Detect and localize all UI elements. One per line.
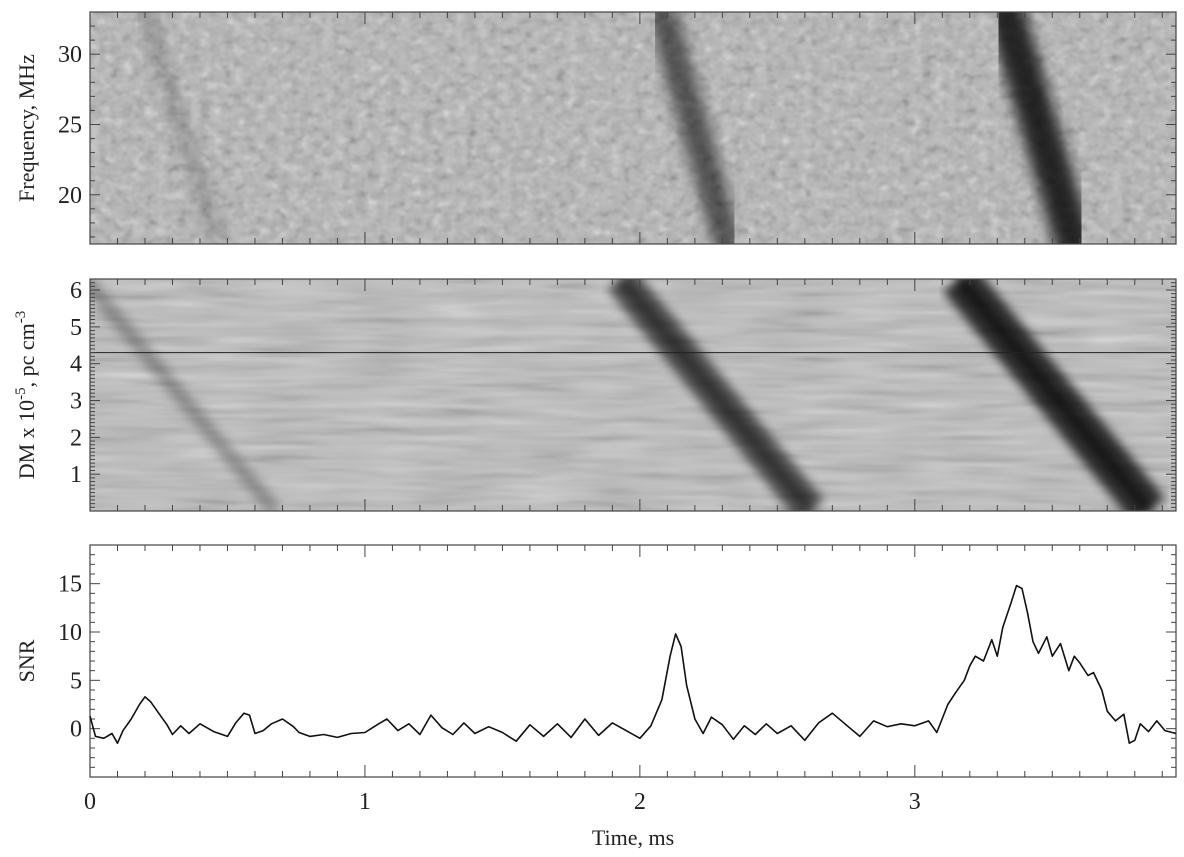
- spectrum-ticks: 20 25 30: [58, 11, 1176, 238]
- x-tick-label: 3: [909, 789, 921, 815]
- snr-y-tick-label: 15: [58, 572, 82, 598]
- dm-ticks: 1 2 3 4 5 6: [70, 278, 1176, 508]
- dm-y-tick-label: 2: [70, 425, 82, 451]
- snr-series-line: [89, 584, 1177, 744]
- dispersed-burst-1: [136, 12, 228, 244]
- spectrum-y-tick-label: 25: [58, 112, 82, 138]
- snr-y-tick-label: 0: [70, 717, 82, 743]
- snr-y-tick-label: 5: [70, 668, 82, 694]
- dm-burst-core-2: [617, 279, 815, 511]
- dispersed-burst-3: [986, 12, 1093, 244]
- dm-y-tick-label: 5: [70, 315, 82, 341]
- spectrum-noise: [90, 12, 1176, 244]
- dispersed-burst-2: [647, 12, 743, 244]
- dm-y-axis-label: DM x 10-5, pc cm-3: [13, 311, 39, 480]
- spectrum-y-tick-label: 30: [58, 42, 82, 68]
- panel-dm-time: 1 2 3 4 5 6 DM x 10-5, pc cm-3: [13, 278, 1177, 512]
- spectrum-frame: [89, 11, 1177, 245]
- panel-dynamic-spectrum: 20 25 30 Frequency, MHz: [14, 11, 1177, 245]
- x-tick-label: 0: [84, 789, 96, 815]
- dm-y-tick-label: 1: [70, 462, 82, 488]
- snr-y-tick-label: 10: [58, 620, 82, 646]
- x-tick-label: 1: [359, 789, 371, 815]
- dm-y-tick-label: 4: [70, 352, 82, 378]
- dm-y-tick-label: 6: [70, 278, 82, 304]
- snr-frame: [89, 544, 1177, 778]
- snr-y-axis-label: SNR: [14, 639, 39, 682]
- dm-burst-core-1: [90, 282, 277, 511]
- x-axis-label: Time, ms: [592, 825, 674, 850]
- dm-y-tick-label: 3: [70, 389, 82, 415]
- dm-features: [90, 279, 1165, 511]
- dm-burst-core-3: [955, 279, 1153, 511]
- spectrum-y-axis-label: Frequency, MHz: [14, 54, 39, 202]
- dm-frame: [89, 278, 1177, 512]
- spectrum-y-tick-label: 20: [58, 183, 82, 209]
- spectrum-features: [136, 12, 1093, 244]
- x-tick-label: 2: [634, 789, 646, 815]
